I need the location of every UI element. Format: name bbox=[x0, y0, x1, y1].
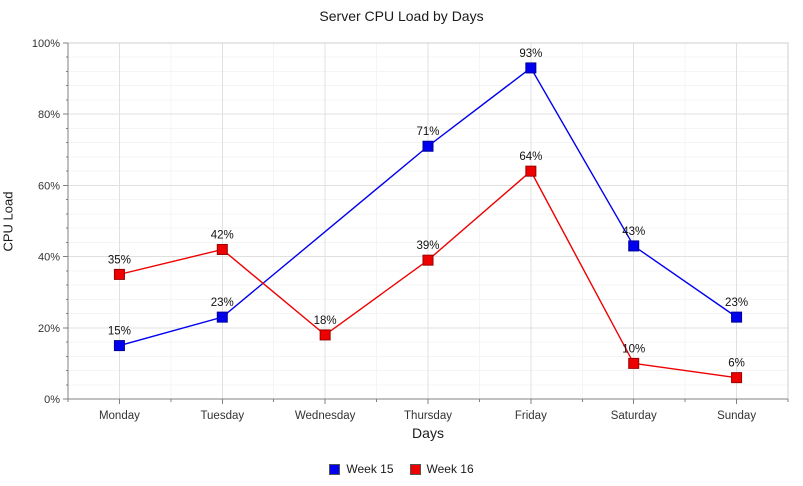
data-point-marker-week-15 bbox=[628, 240, 640, 252]
series-line-week-15 bbox=[119, 66, 737, 347]
data-point-marker-week-15 bbox=[525, 62, 537, 74]
data-point-label-week-16: 18% bbox=[314, 315, 337, 327]
data-point-marker-week-16 bbox=[422, 254, 434, 266]
x-axis-tick-label: Monday bbox=[99, 410, 140, 422]
data-point-label-week-16: 35% bbox=[108, 254, 131, 266]
x-axis-tick-label: Sunday bbox=[717, 410, 756, 422]
data-point-label-week-16: 10% bbox=[622, 343, 645, 355]
legend-swatch-week-15 bbox=[329, 463, 341, 475]
legend-swatch-week-16 bbox=[409, 463, 421, 475]
data-point-label-week-15: 23% bbox=[725, 297, 748, 309]
x-axis-tick-label: Saturday bbox=[611, 410, 657, 422]
data-point-marker-week-15 bbox=[216, 311, 228, 323]
y-axis-tick-label: 60% bbox=[38, 180, 60, 192]
y-axis-tick-label: 20% bbox=[38, 323, 60, 335]
x-axis-tick-label: Wednesday bbox=[295, 410, 356, 422]
legend-item-week-16: Week 16 bbox=[409, 462, 474, 476]
data-point-label-week-15: 43% bbox=[622, 226, 645, 238]
data-point-marker-week-16 bbox=[113, 268, 125, 280]
data-point-marker-week-16 bbox=[319, 329, 331, 341]
x-axis-tick-label: Tuesday bbox=[200, 410, 244, 422]
data-point-label-week-15: 15% bbox=[108, 326, 131, 338]
legend-item-week-15: Week 15 bbox=[329, 462, 394, 476]
data-point-marker-week-15 bbox=[422, 140, 434, 152]
x-axis-tick-label: Thursday bbox=[404, 410, 452, 422]
data-point-label-week-16: 64% bbox=[519, 151, 542, 163]
chart-legend: Week 15 Week 16 bbox=[0, 462, 803, 476]
data-point-marker-week-15 bbox=[731, 311, 743, 323]
data-point-label-week-16: 42% bbox=[211, 229, 234, 241]
legend-label-week-16: Week 16 bbox=[426, 462, 474, 476]
data-point-label-week-16: 39% bbox=[416, 240, 439, 252]
x-axis-title: Days bbox=[412, 425, 444, 441]
data-point-marker-week-15 bbox=[113, 340, 125, 352]
data-point-marker-week-16 bbox=[216, 243, 228, 255]
data-point-label-week-16: 6% bbox=[728, 358, 745, 370]
y-axis-tick-label: 80% bbox=[38, 109, 60, 121]
y-axis-tick-label: 100% bbox=[32, 38, 60, 50]
data-point-marker-week-16 bbox=[525, 165, 537, 177]
data-point-marker-week-16 bbox=[628, 357, 640, 369]
legend-label-week-15: Week 15 bbox=[346, 462, 394, 476]
y-axis-tick-label: 40% bbox=[38, 252, 60, 264]
data-point-label-week-15: 93% bbox=[519, 48, 542, 60]
y-axis-tick-label: 0% bbox=[44, 394, 60, 406]
chart-title: Server CPU Load by Days bbox=[319, 8, 484, 24]
data-point-label-week-15: 71% bbox=[416, 126, 439, 138]
data-point-marker-week-16 bbox=[731, 372, 743, 384]
data-point-label-week-15: 23% bbox=[211, 297, 234, 309]
x-axis-tick-label: Friday bbox=[515, 410, 547, 422]
